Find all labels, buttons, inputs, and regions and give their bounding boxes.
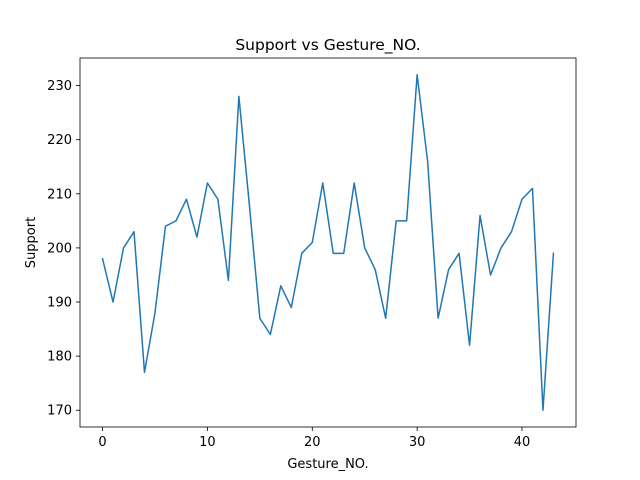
y-axis-label: Support — [24, 217, 39, 268]
x-tick-label: 30 — [409, 435, 426, 450]
y-tick-label: 170 — [47, 404, 72, 419]
chart-title: Support vs Gesture_NO. — [235, 36, 420, 55]
y-tick-label: 180 — [47, 350, 72, 365]
y-tick-label: 230 — [47, 79, 72, 94]
x-axis-ticks: 0 10 20 30 40 — [98, 427, 530, 450]
plot-frame — [79, 57, 577, 428]
y-tick-label: 190 — [47, 296, 72, 311]
x-tick-label: 0 — [98, 435, 106, 450]
y-axis-ticks: 170 180 190 200 210 220 230 — [47, 79, 80, 419]
y-tick-label: 200 — [47, 241, 72, 256]
x-axis-label: Gesture_NO. — [287, 457, 368, 472]
plot-area — [80, 58, 576, 427]
data-points — [102, 74, 554, 411]
x-tick-label: 40 — [514, 435, 531, 450]
x-tick-label: 20 — [304, 435, 321, 450]
x-tick-label: 10 — [199, 435, 216, 450]
y-tick-label: 220 — [47, 133, 72, 148]
support-series-line — [101, 74, 555, 411]
y-tick-label: 210 — [47, 187, 72, 202]
